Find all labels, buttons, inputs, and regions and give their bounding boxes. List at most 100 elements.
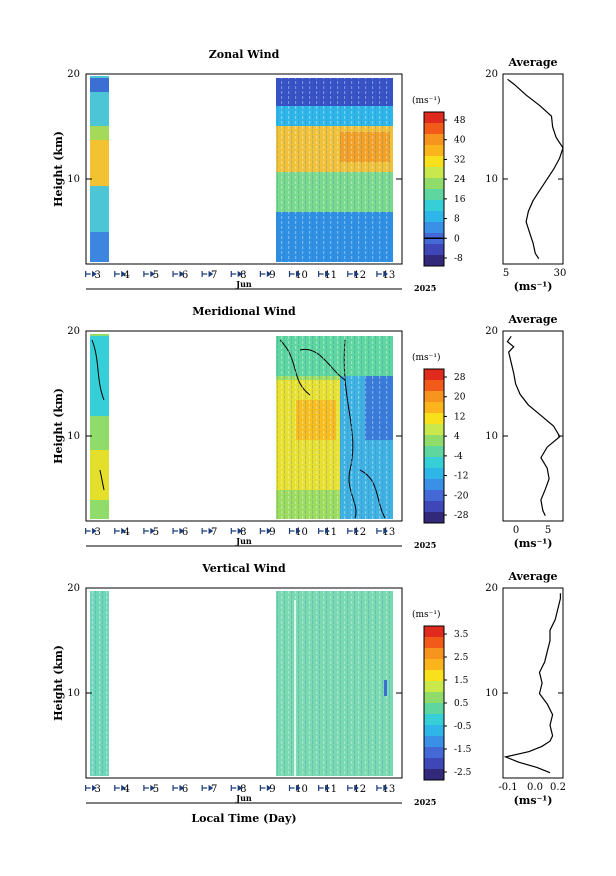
day-tick-marker	[201, 784, 214, 792]
meridional-profile-frame	[502, 330, 564, 522]
colorbar-swatch	[424, 512, 444, 524]
colorbar-swatch	[424, 413, 444, 425]
zonal-ytick-10: 10	[67, 174, 80, 185]
zonal-profile-xlabel: (ms⁻¹)	[514, 280, 553, 293]
vertical-ytick-10: 10	[67, 688, 80, 699]
vertical-downdraft-mark	[384, 680, 387, 696]
colorbar-swatch	[424, 670, 444, 682]
day-tick-marker	[259, 270, 272, 278]
day-tick-marker	[318, 784, 330, 792]
colorbar-swatch	[424, 424, 444, 436]
zonal-profile-ytick-10: 10	[485, 174, 498, 185]
day-tick-label: 7	[211, 527, 217, 538]
colorbar-label: 12	[454, 412, 465, 422]
day-tick-label: 11	[324, 527, 337, 538]
colorbar-swatch	[424, 501, 444, 513]
day-tick-label: 13	[383, 270, 396, 281]
day-tick-marker	[318, 527, 330, 535]
vertical-colorbar-swatches	[423, 625, 445, 781]
colorbar-swatch	[424, 134, 444, 146]
zonal-wind-ylabel: Height (km)	[52, 131, 65, 207]
zonal-wind-frame	[85, 73, 403, 265]
zonal-seg1-top	[90, 78, 109, 92]
zonal-wind-title: Zonal Wind	[209, 48, 280, 61]
day-tick-marker	[259, 784, 272, 792]
day-tick-marker	[85, 270, 97, 278]
vertical-day-ticks: 3 4 5 6 7 8 9 10 11 12 13	[85, 784, 396, 795]
meridional-seg2-texture	[276, 336, 393, 519]
zonal-wind-panel: Zonal Wind Height (km) 10 20 (ms⁻¹)	[52, 48, 566, 293]
colorbar-swatch	[424, 490, 444, 502]
day-tick-label: 4	[124, 784, 130, 795]
vertical-wind-heatmap	[90, 591, 393, 776]
meridional-time-axis: 3 4 5 6 7 8 9 10 11 12 13 Jun 2025	[85, 527, 436, 550]
vertical-seg1-texture	[90, 591, 109, 776]
day-tick-label: 8	[240, 527, 246, 538]
day-tick-label: 10	[295, 784, 308, 795]
day-tick-marker	[318, 270, 330, 278]
colorbar-swatch	[424, 255, 444, 267]
zonal-profile-xtick-30: 30	[554, 268, 567, 279]
colorbar-swatch	[424, 769, 444, 781]
vertical-wind-title: Vertical Wind	[201, 562, 286, 575]
day-tick-label: 5	[153, 270, 159, 281]
vertical-profile-ytick-20: 20	[485, 583, 498, 594]
colorbar-swatch	[424, 648, 444, 660]
colorbar-swatch	[424, 659, 444, 671]
colorbar-swatch	[424, 211, 444, 223]
colorbar-label: -2.5	[454, 768, 472, 778]
colorbar-swatch	[424, 736, 444, 748]
day-tick-label: 9	[269, 270, 275, 281]
day-tick-label: 3	[94, 270, 100, 281]
vertical-profile-title: Average	[507, 570, 557, 583]
colorbar-label: -1.5	[454, 745, 472, 755]
zonal-seg1-transition	[90, 126, 109, 140]
day-tick-label: 13	[383, 784, 396, 795]
colorbar-swatch	[424, 725, 444, 737]
day-tick-marker	[143, 527, 155, 535]
meridional-wind-ylabel: Height (km)	[52, 388, 65, 464]
colorbar-swatch	[424, 457, 444, 469]
vertical-colorbar-unit: (ms⁻¹)	[412, 609, 441, 620]
day-tick-label: 6	[182, 527, 188, 538]
zonal-wind-axes: 10 20	[67, 69, 402, 185]
day-tick-label: 12	[353, 270, 366, 281]
colorbar-label: -8	[454, 254, 463, 264]
colorbar-swatch	[424, 380, 444, 392]
zonal-month-label: Jun	[235, 279, 252, 289]
vertical-wind-ylabel: Height (km)	[52, 645, 65, 721]
zonal-profile-line	[507, 78, 564, 260]
vertical-gap-line	[294, 600, 296, 776]
day-tick-marker	[288, 527, 301, 535]
day-tick-label: 9	[269, 527, 275, 538]
day-tick-label: 6	[182, 784, 188, 795]
meridional-colorbar: (ms⁻¹) 28 20 12 4 -4 -12 -20 -28	[412, 352, 469, 524]
zonal-colorbar-swatches	[423, 111, 445, 267]
colorbar-label: 32	[454, 155, 465, 165]
colorbar-swatch	[424, 758, 444, 770]
vertical-profile-xtick-02: 0.2	[550, 782, 566, 793]
zonal-colorbar-labels: 48 40 32 24 16 8 0 -8	[424, 116, 466, 264]
colorbar-label: -12	[454, 472, 469, 482]
day-tick-label: 4	[124, 527, 130, 538]
day-tick-marker	[347, 270, 359, 278]
meridional-colorbar-unit: (ms⁻¹)	[412, 352, 441, 363]
vertical-profile: Average 20 10 -0.1 0.0 0.2 (ms⁻¹)	[485, 570, 566, 807]
day-tick-label: 6	[182, 270, 188, 281]
meridional-seg1-low	[90, 450, 109, 500]
meridional-colorbar-labels: 28 20 12 4 -4 -12 -20 -28	[444, 373, 469, 521]
day-tick-marker	[347, 527, 359, 535]
day-tick-marker	[376, 784, 388, 792]
day-tick-marker	[376, 527, 388, 535]
vertical-wind-panel: Vertical Wind Height (km) 10 20 (ms⁻¹) 3…	[52, 562, 566, 825]
day-tick-marker	[376, 270, 388, 278]
zonal-profile-ytick-20: 20	[485, 69, 498, 80]
day-tick-marker	[347, 784, 359, 792]
day-tick-label: 12	[353, 527, 366, 538]
meridional-profile: Average 20 10 0 5 (ms⁻¹)	[485, 313, 564, 550]
meridional-profile-ytick-10: 10	[485, 431, 498, 442]
zonal-colorbar-unit: (ms⁻¹)	[412, 95, 441, 106]
colorbar-swatch	[424, 200, 444, 212]
day-tick-label: 4	[124, 270, 130, 281]
day-tick-marker	[114, 270, 126, 278]
